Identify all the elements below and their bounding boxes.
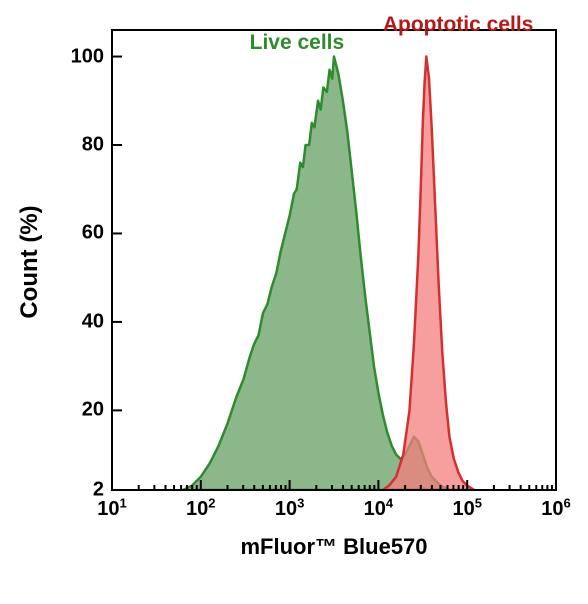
x-tick-label: 105 [452,498,481,521]
chart-container: Count (%) mFluor™ Blue570 220406080100 1… [0,0,588,604]
x-tick-label: 104 [364,498,393,521]
y-tick-label: 80 [82,134,104,157]
x-tick-label: 106 [541,498,570,521]
x-tick-label: 102 [186,498,215,521]
x-tick-label: 103 [275,498,304,521]
y-tick-label: 60 [82,222,104,245]
y-tick-label: 20 [82,399,104,422]
apoptotic-cells-label: Apoptotic cells [383,13,534,37]
y-tick-label: 40 [82,310,104,333]
x-tick-label: 101 [97,498,126,521]
live-cells-label: Live cells [250,31,345,55]
y-tick-label: 100 [71,45,104,68]
